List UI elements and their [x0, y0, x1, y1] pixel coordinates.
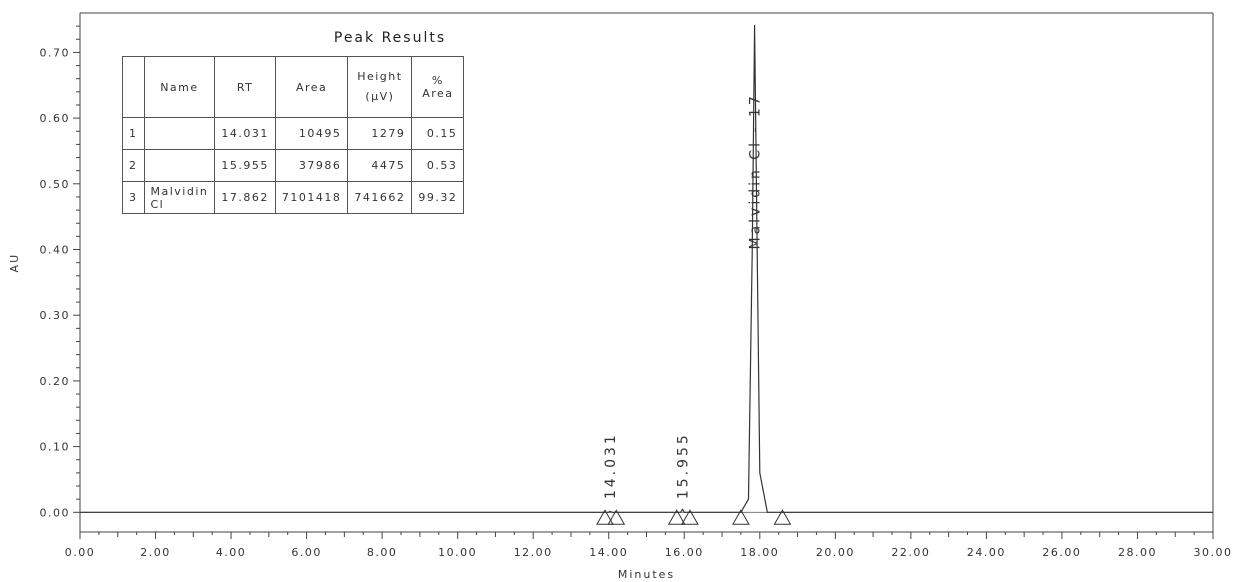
- row-area: 10495: [274, 117, 349, 150]
- peak-annotations: 14.031 15.955 Malvidin Cl - 17: [603, 93, 764, 499]
- x-axis-label: Minutes: [618, 568, 675, 581]
- table-row: 3 Malvidin Cl 17.862 7101418 741662 99.3…: [122, 181, 465, 214]
- y-tick-label: 0.40: [40, 244, 71, 257]
- x-tick-label: 28.00: [1118, 546, 1157, 559]
- peak-results-title: Peak Results: [333, 30, 447, 46]
- x-tick-label: 18.00: [740, 546, 779, 559]
- integration-marker: [607, 509, 626, 525]
- y-tick-label: 0.00: [40, 506, 71, 519]
- row-area: 37986: [274, 149, 349, 182]
- x-axis: 0.00 2.00 4.00 6.00 8.00 10.00 12.00 14.00 16.00…: [65, 532, 1233, 559]
- table-header-row: Name RT Area Height (µV) % Area: [122, 56, 465, 118]
- row-height: 1279: [347, 117, 413, 150]
- y-tick-label: 0.50: [40, 178, 71, 191]
- row-name: [143, 117, 216, 150]
- row-pct-area: 99.32: [411, 181, 465, 214]
- y-axis-label: AU: [8, 253, 21, 273]
- peak-label: Malvidin Cl - 17: [748, 93, 764, 249]
- row-index: 2: [122, 149, 145, 182]
- x-tick-label: 10.00: [438, 546, 477, 559]
- x-tick-label: 12.00: [514, 546, 553, 559]
- y-tick-label: 0.10: [40, 441, 71, 454]
- x-tick-label: 20.00: [816, 546, 855, 559]
- y-tick-label: 0.60: [40, 112, 71, 125]
- integration-marker: [596, 509, 614, 525]
- x-tick-label: 4.00: [216, 546, 247, 559]
- x-tick-label: 30.00: [1194, 546, 1233, 559]
- integration-marker: [732, 509, 750, 525]
- x-tick-label: 14.00: [589, 546, 628, 559]
- row-index: 3: [122, 181, 145, 214]
- peak-label: 15.955: [676, 432, 692, 499]
- integration-marker: [667, 509, 686, 525]
- table-row: 1 14.031 10495 1279 0.15: [122, 117, 465, 150]
- x-tick-label: 22.00: [891, 546, 930, 559]
- integration-marker: [681, 509, 699, 525]
- row-name: Malvidin Cl: [143, 181, 216, 214]
- row-pct-area: 0.15: [411, 117, 465, 150]
- chromatogram-trace: [80, 24, 1213, 513]
- x-tick-label: 8.00: [367, 546, 398, 559]
- x-tick-label: 24.00: [967, 546, 1006, 559]
- row-name: [143, 149, 216, 182]
- x-tick-label: 2.00: [140, 546, 171, 559]
- col-header-rt: RT: [214, 56, 276, 118]
- x-tick-label: 0.00: [65, 546, 96, 559]
- integration-markers: [596, 509, 792, 525]
- peak-results-table: Name RT Area Height (µV) % Area 1 14.031…: [122, 56, 465, 214]
- row-height: 741662: [347, 181, 413, 214]
- x-tick-label: 6.00: [291, 546, 322, 559]
- col-header-name: Name: [143, 56, 216, 118]
- row-index: 1: [122, 117, 145, 150]
- col-header-height: Height (µV): [347, 56, 413, 118]
- y-tick-label: 0.70: [40, 46, 71, 59]
- col-header-area: Area: [274, 56, 349, 118]
- y-tick-label: 0.20: [40, 375, 71, 388]
- col-header-pct-area: % Area: [411, 56, 465, 118]
- peak-label: 14.031: [603, 432, 619, 499]
- row-pct-area: 0.53: [411, 149, 465, 182]
- x-tick-label: 16.00: [665, 546, 704, 559]
- integration-marker: [773, 509, 792, 525]
- row-rt: 15.955: [214, 149, 276, 182]
- row-rt: 14.031: [214, 117, 276, 150]
- x-tick-label: 26.00: [1042, 546, 1081, 559]
- table-row: 2 15.955 37986 4475 0.53: [122, 149, 465, 182]
- y-tick-label: 0.30: [40, 309, 71, 322]
- col-header-index: [122, 56, 145, 118]
- y-axis: 0.00 0.10 0.20 0.30 0.40 0.50 0.60 0.70: [40, 25, 80, 519]
- row-height: 4475: [347, 149, 413, 182]
- row-rt: 17.862: [214, 181, 276, 214]
- row-area: 7101418: [274, 181, 349, 214]
